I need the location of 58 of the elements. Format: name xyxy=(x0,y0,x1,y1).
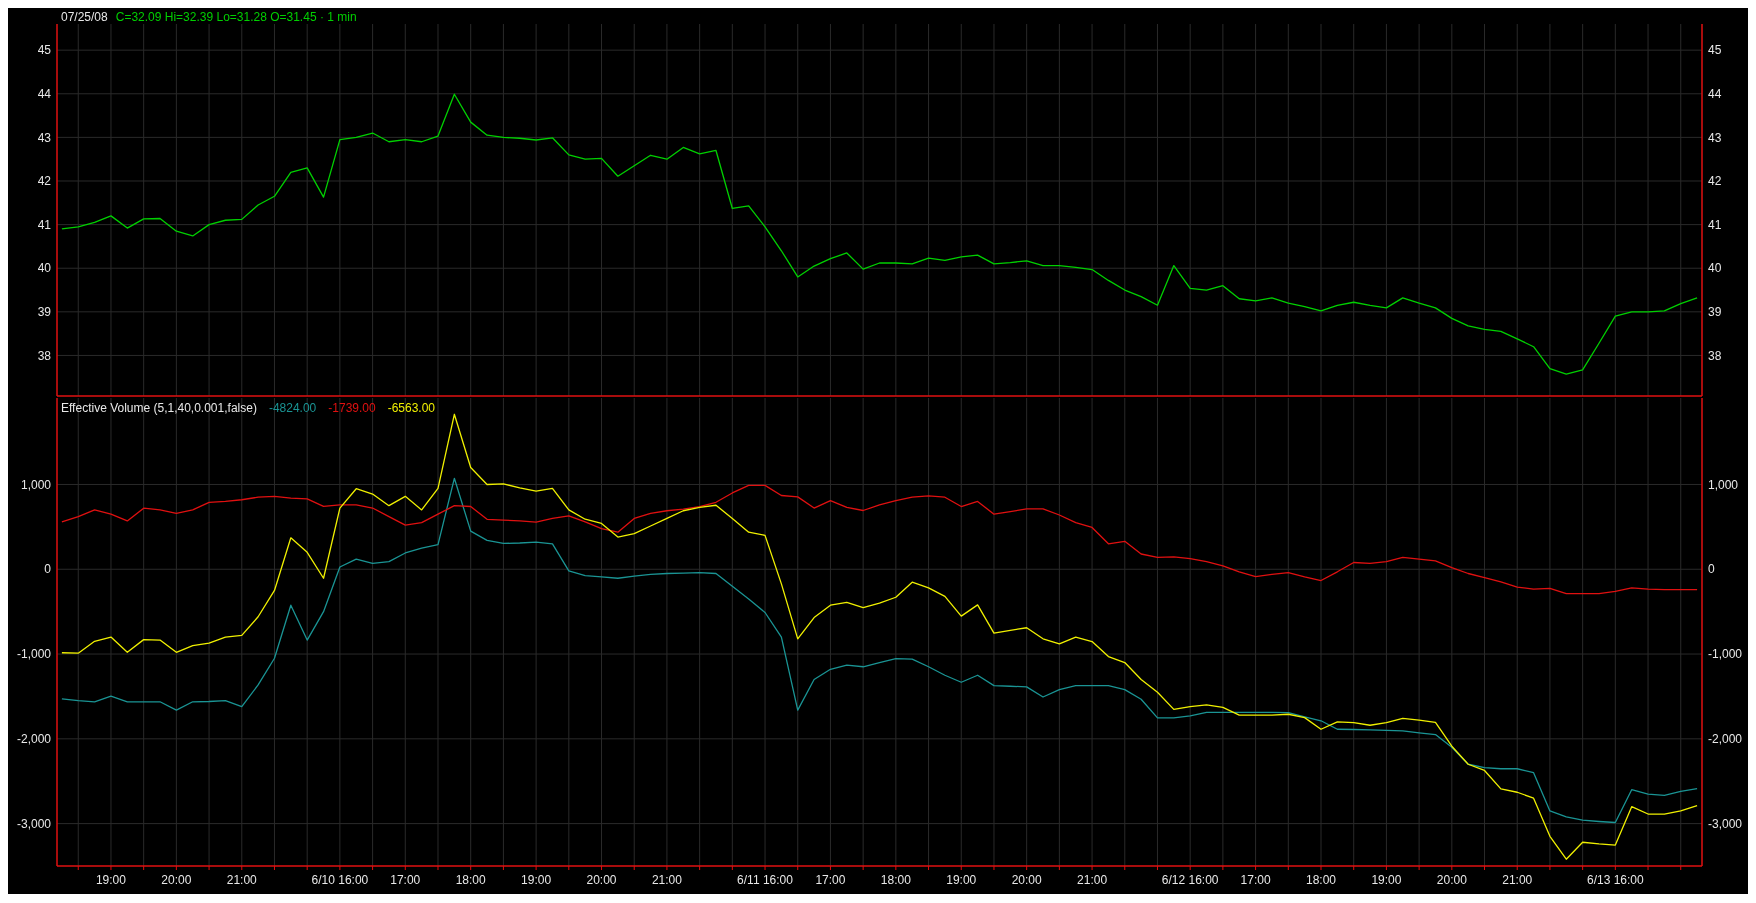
y-tick-label: -1,000 xyxy=(16,647,52,662)
chart-title: 07/25/08 xyxy=(61,10,109,24)
y-tick-label: 0 xyxy=(44,562,52,577)
y2-tick-label: 42 xyxy=(1708,174,1722,189)
x-tick-label: 6/13 16:00 xyxy=(1586,873,1645,887)
x-tick-label: 19:00 xyxy=(1371,873,1402,887)
x-tick-label: 6/11 16:00 xyxy=(737,873,794,887)
y-tick-label: -3,000 xyxy=(16,816,52,831)
line-series xyxy=(61,477,1698,824)
line-series xyxy=(61,413,1698,860)
series-label: -6563.00 xyxy=(387,401,436,415)
y2-tick-label: 39 xyxy=(1708,305,1722,320)
line-series xyxy=(61,93,1698,375)
x-tick-label: 20:00 xyxy=(1011,873,1043,887)
y2-tick-label: -2,000 xyxy=(1708,732,1743,747)
y2-tick-label: 43 xyxy=(1708,130,1722,145)
text: -4824.00 xyxy=(268,401,317,415)
y2-tick-label: 38 xyxy=(1708,348,1722,363)
x-tick-label: 6/12 16:00 xyxy=(1161,873,1219,887)
x-tick-label: 18:00 xyxy=(455,873,487,887)
x-tick-label: 21:00 xyxy=(1077,873,1108,887)
y2-tick-label: 0 xyxy=(1708,562,1715,577)
x-tick-label: 21:00 xyxy=(651,873,683,887)
chart-subtitle: C=32.09 Hi=32.39 Lo=31.28 O=31.45 · 1 min xyxy=(115,10,357,24)
y-tick-label: 42 xyxy=(37,174,52,189)
x-tick-label: 19:00 xyxy=(946,873,977,887)
y2-tick-label: 41 xyxy=(1708,217,1722,232)
y-tick-label: 41 xyxy=(37,217,52,232)
y-tick-label: -2,000 xyxy=(16,732,52,747)
y-tick-label: 1,000 xyxy=(20,477,52,492)
y-tick-label: 43 xyxy=(37,130,52,145)
x-tick-label: 21:00 xyxy=(226,873,258,887)
x-tick-label: 19:00 xyxy=(521,873,552,887)
x-tick-label: 6/10 16:00 xyxy=(311,873,369,887)
y-tick-label: 44 xyxy=(37,86,52,101)
y-tick-label: 39 xyxy=(37,305,52,320)
x-tick-label: 21:00 xyxy=(1502,873,1533,887)
x-tick-label: 19:00 xyxy=(95,873,127,887)
x-tick-label: 17:00 xyxy=(1240,873,1271,887)
y2-tick-label: 1,000 xyxy=(1708,477,1739,492)
y2-tick-label: 40 xyxy=(1708,261,1722,276)
y2-tick-label: 45 xyxy=(1708,43,1722,58)
x-tick-label: 17:00 xyxy=(390,873,421,887)
x-tick-label: 20:00 xyxy=(161,873,192,887)
y2-tick-label: 44 xyxy=(1708,86,1722,101)
chart-title: Effective Volume (5,1,40,0.001,false) xyxy=(61,401,257,415)
x-tick-label: 18:00 xyxy=(880,873,912,887)
x-tick-label: 18:00 xyxy=(1305,873,1337,887)
y2-tick-label: -1,000 xyxy=(1708,647,1743,662)
x-tick-label: 20:00 xyxy=(1436,873,1468,887)
x-tick-label: 17:00 xyxy=(815,873,846,887)
y-tick-label: 40 xyxy=(37,261,52,276)
line-series xyxy=(61,484,1698,595)
text: -1739.00 xyxy=(328,401,376,415)
x-tick-label: 20:00 xyxy=(586,873,617,887)
y-tick-label: 38 xyxy=(37,348,52,363)
y2-tick-label: -3,000 xyxy=(1708,816,1743,831)
y-tick-label: 45 xyxy=(37,43,52,58)
